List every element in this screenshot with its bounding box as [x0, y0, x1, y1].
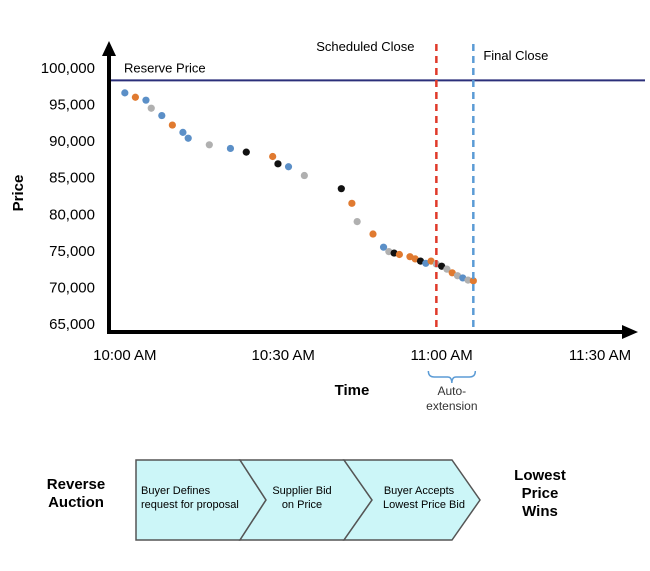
- y-tick-label: 80,000: [49, 206, 95, 223]
- bid-point: [427, 257, 435, 265]
- bid-point: [438, 262, 446, 270]
- bid-point: [379, 243, 388, 251]
- reverse-auction-label: Reverse Auction: [38, 476, 114, 512]
- lowest-price-wins-label: Lowest Price Wins: [500, 467, 580, 521]
- bid-point: [205, 141, 213, 149]
- bid-point: [184, 134, 192, 142]
- lowest-price-wins-line1: Lowest: [514, 467, 566, 484]
- bid-point: [284, 163, 293, 171]
- x-axis-title: Time: [335, 382, 370, 399]
- x-axis-arrow: [622, 325, 638, 339]
- step-1-line2: request for proposal: [141, 499, 239, 511]
- x-tick-label: 11:00 AM: [411, 347, 473, 364]
- step-3-line2: Lowest Price Bid: [383, 499, 465, 511]
- step-2-line1: Supplier Bid: [272, 485, 331, 497]
- y-tick-label: 85,000: [49, 170, 95, 187]
- bid-point: [448, 269, 456, 277]
- final-close-label: Final Close: [483, 48, 548, 63]
- lowest-price-wins-line2: Price: [521, 485, 559, 502]
- auto-extension-bracket: [427, 370, 477, 384]
- bid-point: [158, 111, 166, 120]
- y-tick-label: 95,000: [49, 97, 95, 114]
- x-tick-label: 11:30 AM: [569, 347, 631, 364]
- reverse-auction-label-line2: Auction: [48, 494, 104, 511]
- x-tick-label: 10:00 AM: [93, 347, 156, 364]
- bid-point: [337, 185, 345, 193]
- bid-point: [348, 199, 356, 207]
- bid-point: [131, 93, 139, 101]
- x-tick-label: 10:30 AM: [252, 347, 315, 364]
- bid-point: [469, 277, 477, 285]
- auto-extension-label-line2: extension: [426, 399, 477, 413]
- bid-point: [242, 148, 250, 156]
- y-tick-label: 75,000: [49, 243, 95, 260]
- scheduled-close-label: Scheduled Close: [316, 39, 414, 54]
- bid-point: [142, 96, 150, 104]
- step-2-line2: on Price: [282, 499, 322, 511]
- bid-point: [121, 89, 129, 97]
- process-step-3: [342, 459, 481, 541]
- bid-point: [226, 144, 235, 153]
- y-tick-label: 65,000: [49, 316, 95, 333]
- bid-point: [464, 276, 472, 284]
- bid-point: [274, 160, 282, 168]
- bid-point: [443, 265, 451, 273]
- y-tick-label: 90,000: [49, 133, 95, 150]
- bid-point: [369, 230, 377, 238]
- process-flow: Buyer Defines request for proposal Suppl…: [135, 459, 481, 541]
- bid-point: [395, 250, 403, 259]
- bid-point: [147, 104, 155, 112]
- bid-point: [300, 171, 308, 180]
- bid-point: [269, 152, 277, 161]
- y-axis-title: Price: [10, 175, 27, 212]
- y-axis-arrow: [102, 41, 116, 56]
- reverse-auction-label-line1: Reverse: [46, 476, 106, 493]
- y-tick-label: 70,000: [49, 279, 95, 296]
- step-1-line1: Buyer Defines: [141, 485, 211, 497]
- step-3-line1: Buyer Accepts: [384, 485, 455, 497]
- y-tick-label: 100,000: [41, 60, 95, 77]
- bid-point: [168, 121, 176, 129]
- reserve-price-label: Reserve Price: [124, 60, 206, 75]
- bid-point: [353, 218, 361, 226]
- auto-extension-label-line1: Auto-: [437, 384, 466, 398]
- bid-point: [179, 128, 187, 136]
- lowest-price-wins-line3: Wins: [522, 503, 558, 520]
